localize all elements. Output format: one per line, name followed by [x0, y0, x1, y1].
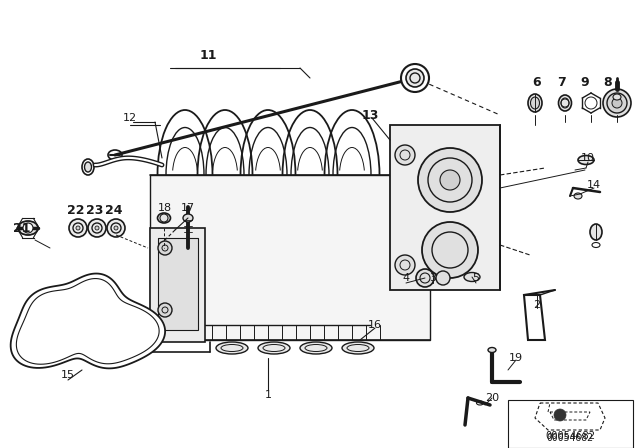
Text: 1: 1	[264, 390, 271, 400]
Text: 14: 14	[587, 180, 601, 190]
Circle shape	[395, 145, 415, 165]
Text: 17: 17	[181, 203, 195, 213]
Text: 11: 11	[199, 48, 217, 61]
Circle shape	[418, 148, 482, 212]
Circle shape	[158, 241, 172, 255]
Polygon shape	[11, 274, 165, 368]
Polygon shape	[158, 238, 198, 330]
Circle shape	[607, 93, 627, 113]
Ellipse shape	[300, 342, 332, 354]
Text: 18: 18	[158, 203, 172, 213]
Ellipse shape	[183, 214, 193, 222]
Text: 00054682: 00054682	[547, 433, 593, 443]
Ellipse shape	[464, 272, 480, 281]
Circle shape	[88, 219, 106, 237]
Ellipse shape	[559, 95, 572, 111]
Ellipse shape	[574, 193, 582, 199]
Ellipse shape	[216, 342, 248, 354]
Circle shape	[603, 89, 631, 117]
Circle shape	[612, 98, 622, 108]
Polygon shape	[550, 412, 590, 420]
FancyBboxPatch shape	[508, 400, 633, 448]
Text: 16: 16	[368, 320, 382, 330]
Circle shape	[76, 226, 80, 230]
Text: 21: 21	[13, 221, 31, 234]
Circle shape	[416, 269, 434, 287]
Ellipse shape	[531, 97, 540, 109]
Circle shape	[158, 303, 172, 317]
Polygon shape	[535, 403, 605, 430]
Text: 24: 24	[105, 203, 123, 216]
Text: 2: 2	[533, 300, 541, 310]
Text: 13: 13	[362, 108, 379, 121]
Ellipse shape	[488, 348, 496, 353]
Circle shape	[69, 219, 87, 237]
Ellipse shape	[590, 224, 602, 240]
Text: 9: 9	[580, 76, 589, 89]
Ellipse shape	[342, 342, 374, 354]
Ellipse shape	[578, 155, 594, 164]
Circle shape	[436, 271, 450, 285]
Ellipse shape	[401, 64, 429, 92]
Ellipse shape	[84, 162, 92, 172]
Text: 3: 3	[429, 273, 436, 283]
Ellipse shape	[528, 94, 542, 112]
Text: 15: 15	[61, 370, 75, 380]
Circle shape	[422, 222, 478, 278]
Circle shape	[95, 226, 99, 230]
Circle shape	[554, 409, 566, 421]
Circle shape	[23, 223, 33, 233]
Ellipse shape	[157, 213, 170, 223]
Text: 23: 23	[86, 203, 104, 216]
Text: 5: 5	[472, 273, 479, 283]
Circle shape	[440, 170, 460, 190]
Text: 12: 12	[123, 113, 137, 123]
Polygon shape	[390, 125, 500, 290]
Ellipse shape	[258, 342, 290, 354]
Polygon shape	[150, 175, 430, 340]
Circle shape	[395, 255, 415, 275]
Ellipse shape	[18, 221, 38, 235]
Text: 20: 20	[485, 393, 499, 403]
Text: 6: 6	[532, 76, 541, 89]
Text: 00054682: 00054682	[545, 431, 595, 441]
Text: 4: 4	[403, 273, 410, 283]
Ellipse shape	[406, 69, 424, 87]
Text: 8: 8	[604, 76, 612, 89]
Text: 10: 10	[581, 153, 595, 163]
Polygon shape	[150, 228, 205, 342]
Ellipse shape	[613, 94, 621, 100]
Circle shape	[107, 219, 125, 237]
Text: 7: 7	[557, 76, 566, 89]
Circle shape	[114, 226, 118, 230]
Text: 22: 22	[67, 203, 84, 216]
Text: 19: 19	[509, 353, 523, 363]
